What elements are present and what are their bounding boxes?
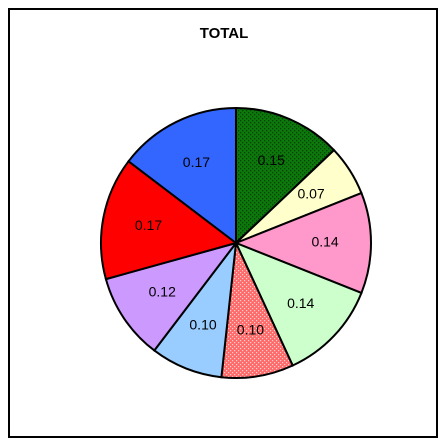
pie-slice-8: [100, 159, 239, 281]
slice-label-2: 0.07: [297, 186, 324, 202]
chart-title: TOTAL: [199, 25, 249, 42]
slice-label-7: 0.12: [149, 284, 176, 300]
pie-slice-7: [104, 241, 239, 352]
pie-chart: 0.15 0.07 0.14 0.14 0.10 0.10 0.12 0.17 0.17: [100, 106, 372, 379]
pie-slice-4: [234, 241, 363, 367]
slice-label-9: 0.17: [183, 154, 210, 170]
slice-label-1: 0.15: [258, 152, 285, 168]
slice-label-8: 0.17: [135, 217, 162, 233]
slice-label-4: 0.14: [287, 295, 314, 311]
pie-slice-1: [235, 106, 336, 246]
slice-label-6: 0.10: [189, 316, 216, 332]
slice-label-3: 0.14: [311, 234, 338, 250]
slice-label-5: 0.10: [237, 322, 264, 338]
pie-slice-9: [127, 106, 237, 246]
pie-slice-3: [233, 191, 372, 295]
